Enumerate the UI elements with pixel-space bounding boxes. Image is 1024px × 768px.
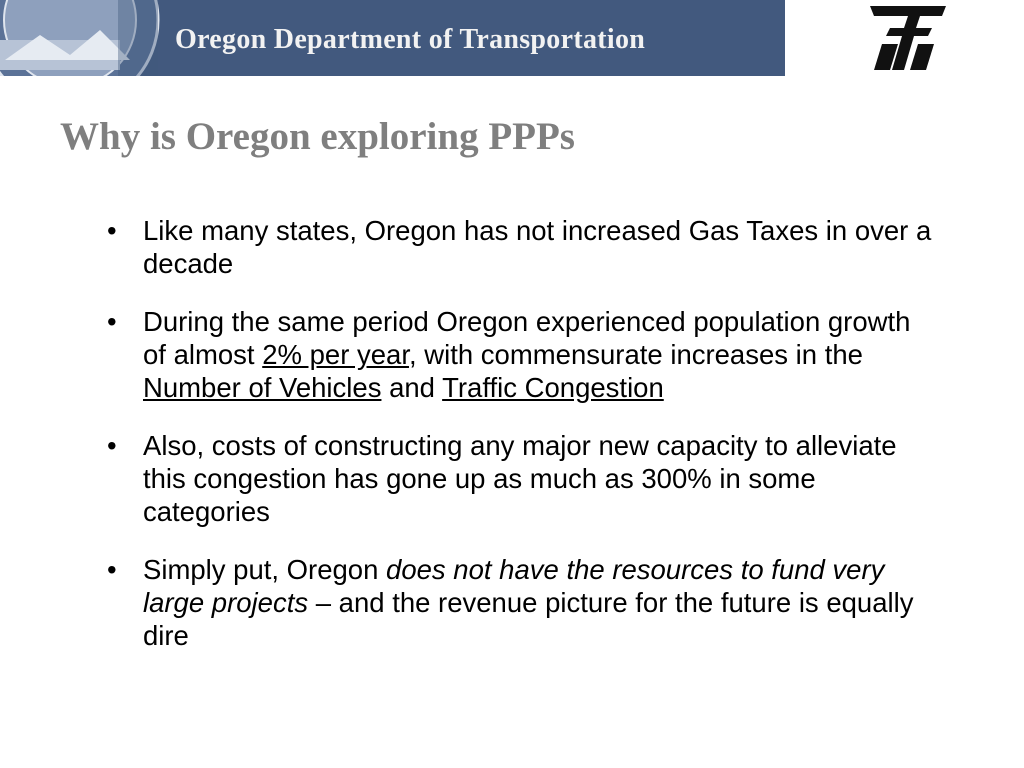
agency-name: Oregon Department of Transportation [175, 24, 646, 55]
header-banner: Oregon Department of Transportation [0, 0, 785, 76]
bullet-text: Simply put, Oregon [143, 554, 387, 585]
bullet-text: Also, costs of constructing any major ne… [143, 430, 897, 527]
bullet: During the same period Oregon experience… [103, 305, 933, 404]
bullet-text: – and the revenue picture for the future… [143, 587, 914, 651]
bullet-text: During the same period Oregon experience… [143, 306, 911, 370]
bullet-text: , with commensurate increases in the [408, 339, 863, 370]
underlined-text: 2% per year [262, 339, 409, 370]
bullet: Simply put, Oregon does not have the res… [103, 553, 933, 652]
bullet-list: Like many states, Oregon has not increas… [103, 214, 933, 677]
slide-title: Why is Oregon exploring PPPs [60, 115, 575, 158]
bullet: Like many states, Oregon has not increas… [103, 214, 933, 280]
underlined-text: Number of Vehicles [143, 372, 382, 403]
italic-text: does not have the resources to fund very… [143, 554, 885, 618]
bullet: Also, costs of constructing any major ne… [103, 429, 933, 528]
odot-logo [870, 6, 946, 70]
state-seal [0, 0, 160, 76]
bullet-text: and [381, 372, 443, 403]
underlined-text: Traffic Congestion [442, 372, 664, 403]
bullet-text: Like many states, Oregon has not increas… [143, 215, 932, 279]
